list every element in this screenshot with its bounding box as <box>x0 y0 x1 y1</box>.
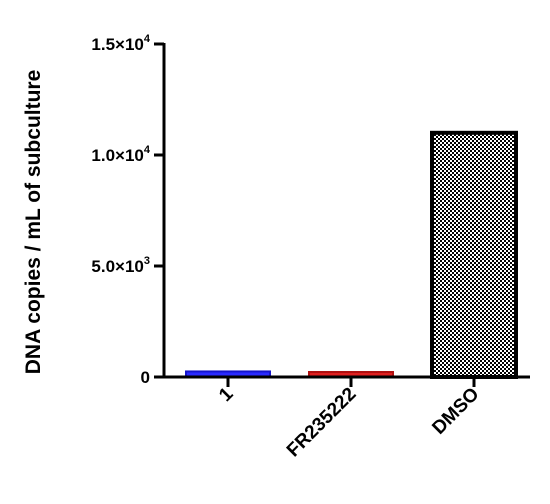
axes-group <box>154 42 530 387</box>
bar-dmso <box>430 130 518 379</box>
bars-group <box>185 130 518 379</box>
y-tick-label: 5.0×103 <box>91 255 150 276</box>
x-tick-label: DMSO <box>428 384 483 439</box>
y-tick-label: 1.5×104 <box>91 33 150 54</box>
y-tick-label: 0 <box>141 368 150 387</box>
x-tick-label: FR235222 <box>283 384 361 462</box>
y-tick-label: 1.0×104 <box>91 144 150 165</box>
y-axis-title: DNA copies / mL of subculture <box>22 70 45 375</box>
